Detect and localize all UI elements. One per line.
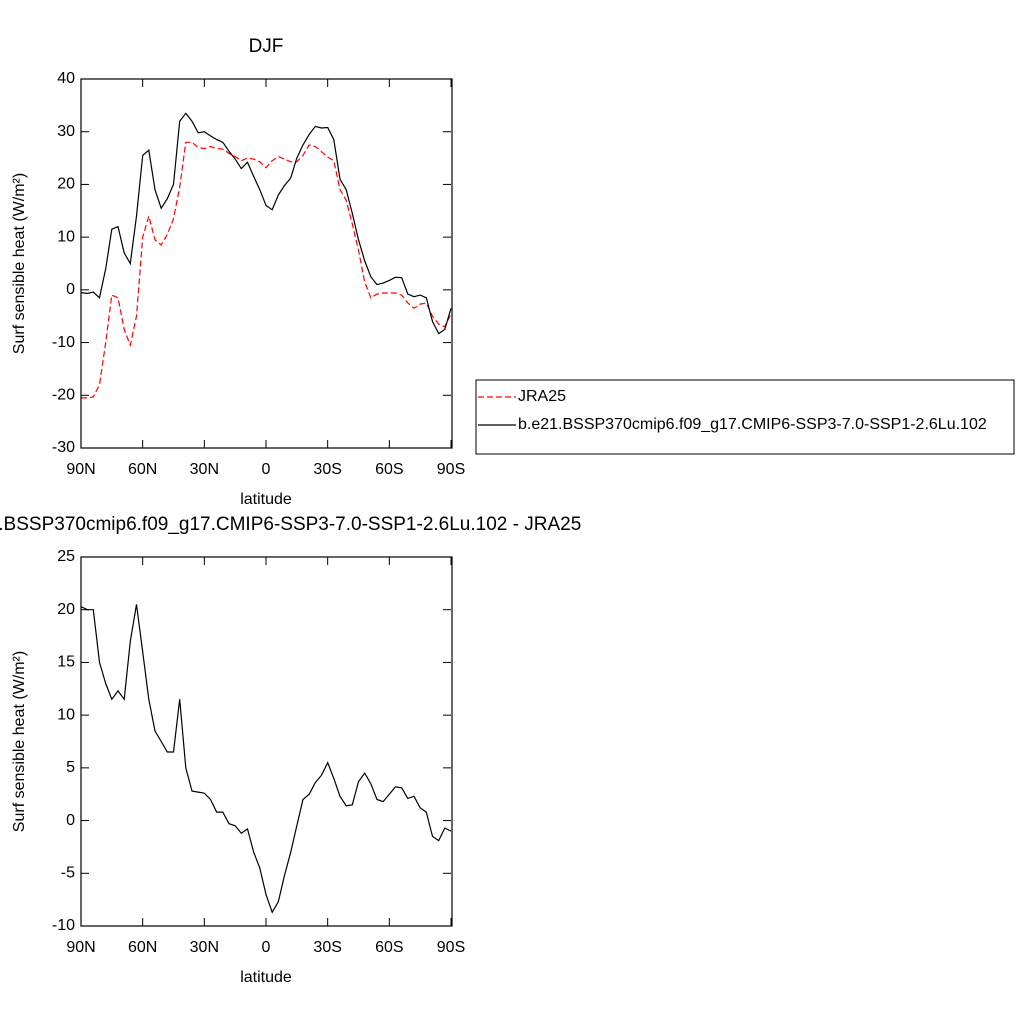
x-tick-label: 90N [66,939,95,956]
data-line [80,112,452,335]
legend-box [475,379,1015,455]
data-line [80,604,452,914]
y-tick-label: -10 [52,917,75,934]
x-axis-label: latitude [240,969,292,986]
y-tick-label: -5 [61,865,75,882]
chart-title: DJF [249,36,284,57]
x-tick-label: 60S [375,939,403,956]
y-tick-label: -10 [52,334,75,351]
data-line [81,141,452,399]
x-tick-label: 60S [375,461,403,478]
y-axis-label: Surf sensible heat (W/m²) [11,651,28,832]
x-tick-label: 0 [262,461,271,478]
x-tick-label: 30S [313,461,341,478]
y-tick-label: 30 [57,123,75,140]
y-tick-label: 10 [57,228,75,245]
y-axis-label: Surf sensible heat (W/m²) [11,173,28,354]
x-tick-label: 60N [128,939,157,956]
plot-frame [80,556,453,927]
plot-frame [80,78,453,449]
x-tick-label: 30N [190,461,219,478]
y-tick-label: -30 [52,439,75,456]
y-tick-label: 25 [57,548,75,565]
y-tick-label: -20 [52,387,75,404]
x-axis-label: latitude [240,491,292,508]
y-tick-label: 20 [57,601,75,618]
y-tick-label: 20 [57,176,75,193]
y-tick-label: 15 [57,654,75,671]
y-tick-label: 0 [66,812,75,829]
x-tick-label: 30S [313,939,341,956]
x-tick-label: 90S [437,939,465,956]
y-tick-label: 10 [57,706,75,723]
y-tick-label: 40 [57,70,75,87]
legend-label: b.e21.BSSP370cmip6.f09_g17.CMIP6-SSP3-7.… [518,416,987,433]
x-tick-label: 0 [262,939,271,956]
x-tick-label: 90N [66,461,95,478]
y-tick-label: 5 [66,759,75,776]
legend-label: JRA25 [518,388,566,405]
y-tick-label: 0 [66,281,75,298]
x-tick-label: 30N [190,939,219,956]
x-tick-label: 90S [437,461,465,478]
chart-title: b.e21.BSSP370cmip6.f09_g17.CMIP6-SSP3-7.… [0,514,581,535]
x-tick-label: 60N [128,461,157,478]
